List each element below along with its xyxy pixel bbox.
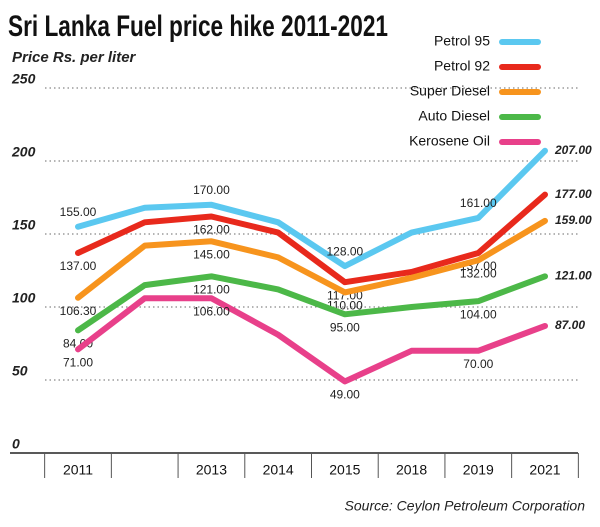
data-label: 87.00 — [555, 318, 585, 332]
y-tick-label: 250 — [11, 71, 36, 87]
chart-title: Sri Lanka Fuel price hike 2011-2021 — [8, 10, 388, 43]
x-tick-label: 2018 — [396, 462, 427, 478]
series-line — [75, 191, 548, 286]
data-label: 170.00 — [193, 183, 230, 197]
data-label: 162.00 — [193, 223, 230, 237]
data-label: 207.00 — [554, 143, 592, 157]
data-label: 137.00 — [60, 259, 97, 273]
data-label: 106.30 — [60, 304, 97, 318]
x-tick-label: 2014 — [263, 462, 294, 478]
legend-label: Petrol 92 — [434, 58, 490, 74]
x-tick-label: 2021 — [529, 462, 560, 478]
x-tick-label: 2011 — [63, 462, 93, 478]
y-tick-label: 0 — [12, 436, 20, 452]
data-label: 177.00 — [555, 187, 592, 201]
y-tick-label: 150 — [12, 217, 36, 233]
data-label: 49.00 — [330, 388, 360, 402]
data-label: 106.00 — [193, 304, 230, 318]
series-line — [75, 147, 548, 270]
chart-subtitle: Price Rs. per liter — [12, 49, 137, 66]
data-label: 70.00 — [463, 357, 493, 371]
data-label: 161.00 — [460, 196, 497, 210]
legend-label: Petrol 95 — [434, 33, 490, 49]
data-label: 121.00 — [193, 283, 230, 297]
source: Source: Ceylon Petroleum Corporation — [345, 498, 586, 514]
x-tick-label: 2015 — [329, 462, 360, 478]
legend-label: Auto Diesel — [418, 108, 490, 124]
legend-label: Super Diesel — [410, 83, 490, 99]
data-label: 155.00 — [60, 205, 97, 219]
y-tick-label: 50 — [12, 363, 28, 379]
data-label: 95.00 — [330, 320, 360, 334]
x-tick-label: 2019 — [463, 462, 494, 478]
legend-label: Kerosene Oil — [409, 133, 490, 149]
data-label: 128.00 — [327, 244, 364, 258]
y-tick-label: 200 — [11, 144, 36, 160]
data-label: 132.00 — [460, 266, 497, 280]
data-label: 121.00 — [555, 269, 592, 283]
data-label: 71.00 — [63, 356, 93, 370]
data-label: 104.00 — [460, 307, 497, 321]
data-label: 145.00 — [193, 247, 230, 261]
series-line — [75, 217, 548, 301]
series-line — [75, 273, 548, 334]
x-tick-label: 2013 — [196, 462, 227, 478]
y-tick-label: 100 — [12, 290, 36, 306]
series-line — [75, 295, 548, 385]
data-label: 159.00 — [555, 213, 592, 227]
